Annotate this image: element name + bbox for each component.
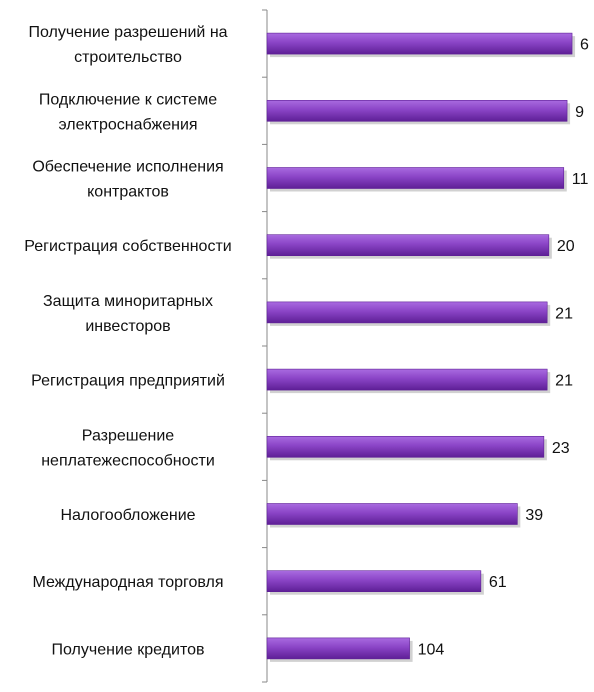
axis-layer — [262, 9, 268, 683]
category-label: Регистрация предприятий — [31, 373, 225, 390]
data-label: 104 — [418, 641, 445, 658]
bar — [266, 637, 410, 660]
bar — [266, 368, 548, 391]
category-label-line: неплатежеспособности — [41, 452, 215, 469]
category-label-line: строительство — [74, 49, 182, 66]
category-label: Получение разрешений на строительство — [28, 24, 227, 66]
category-label-line: электроснабжения — [58, 116, 197, 133]
category-label-line: Защита миноритарных — [43, 293, 213, 310]
data-label: 39 — [525, 507, 543, 524]
data-label: 20 — [557, 238, 575, 255]
data-label: 21 — [555, 373, 573, 390]
bar — [266, 301, 548, 324]
data-label: 21 — [555, 305, 573, 322]
category-label-line: Регистрация предприятий — [31, 373, 225, 390]
bar — [266, 234, 550, 256]
category-label: Регистрация собственности — [24, 238, 231, 255]
data-label: 6 — [580, 37, 589, 54]
category-label: Защита миноритарных инвесторов — [43, 293, 213, 335]
bar — [266, 167, 565, 189]
category-label: Подключение к системе электроснабжения — [39, 91, 217, 133]
category-label-line: Обеспечение исполнения — [32, 159, 223, 176]
category-label: Разрешение неплатежеспособности — [41, 427, 215, 469]
bar — [266, 100, 568, 122]
category-label-line: Получение кредитов — [52, 641, 205, 658]
category-label-line: Получение разрешений на — [28, 24, 227, 41]
data-label: 11 — [572, 171, 589, 188]
category-label-line: Международная торговля — [32, 574, 223, 591]
category-label-line: инвесторов — [85, 318, 170, 335]
labels-layer: 6 Получение разрешений на строительство 9 По… — [24, 24, 589, 658]
bar — [266, 435, 545, 458]
bar — [266, 32, 573, 55]
bars-layer — [266, 32, 576, 662]
category-label-line: Налогообложение — [60, 507, 195, 524]
bar — [266, 570, 482, 593]
category-label-line: Разрешение — [82, 427, 175, 444]
data-label: 61 — [489, 574, 507, 591]
category-label: Международная торговля — [32, 574, 223, 591]
category-label: Получение кредитов — [52, 641, 205, 658]
category-label-line: Подключение к системе — [39, 91, 217, 108]
bar — [266, 503, 518, 525]
category-label-line: контрактов — [87, 184, 169, 201]
category-label-line: Регистрация собственности — [24, 238, 231, 255]
data-label: 23 — [552, 440, 570, 457]
category-label: Налогообложение — [60, 507, 195, 524]
category-label: Обеспечение исполнения контрактов — [32, 159, 223, 201]
data-label: 9 — [575, 104, 584, 121]
